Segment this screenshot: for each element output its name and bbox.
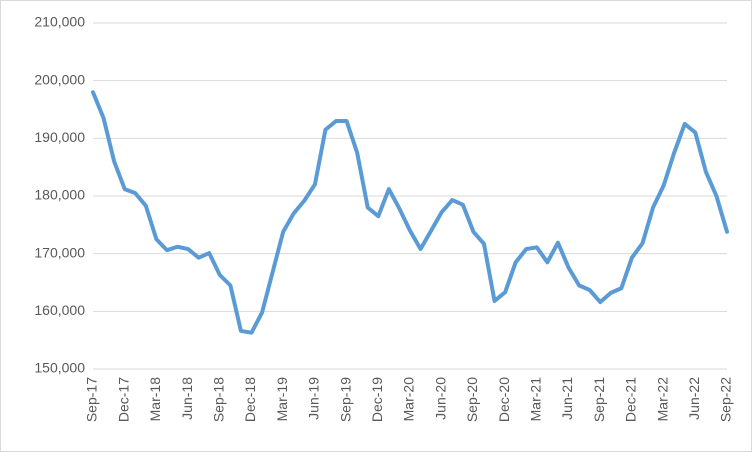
x-tick-label: Jun-19	[306, 377, 322, 420]
x-tick-label: Mar-20	[401, 377, 417, 422]
y-tick-label: 210,000	[34, 14, 85, 30]
x-tick-label: Dec-21	[623, 377, 639, 422]
y-tick-label: 160,000	[34, 302, 85, 318]
x-tick-label: Dec-17	[115, 377, 131, 422]
x-tick-label: Jun-18	[179, 377, 195, 420]
x-tick-label: Jun-22	[686, 377, 702, 420]
x-tick-label: Sep-21	[591, 377, 607, 422]
line-series	[91, 90, 729, 335]
y-tick-label: 200,000	[34, 71, 85, 87]
x-tick-label: Sep-20	[464, 377, 480, 422]
x-tick-label: Dec-18	[242, 377, 258, 422]
x-tick-label: Mar-21	[528, 377, 544, 422]
x-tick-label: Mar-19	[274, 377, 290, 422]
x-tick-label: Sep-18	[211, 377, 227, 422]
x-tick-label: Dec-19	[369, 377, 385, 422]
x-tick-label: Jun-20	[432, 377, 448, 420]
y-tick-label: 150,000	[34, 360, 85, 376]
x-tick-label: Dec-20	[496, 377, 512, 422]
x-tick-label: Mar-18	[147, 377, 163, 422]
x-tick-label: Sep-22	[718, 377, 734, 422]
y-tick-label: 180,000	[34, 187, 85, 203]
x-tick-label: Jun-21	[559, 377, 575, 420]
y-tick-label: 190,000	[34, 129, 85, 145]
y-tick-label: 170,000	[34, 244, 85, 260]
x-tick-label: Sep-19	[337, 377, 353, 422]
x-tick-label: Sep-17	[84, 377, 100, 422]
x-tick-label: Mar-22	[654, 377, 670, 422]
